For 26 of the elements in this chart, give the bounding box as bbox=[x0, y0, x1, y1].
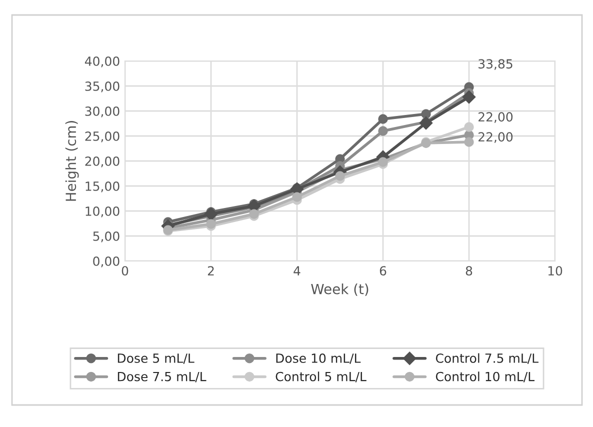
legend-label: Control 7.5 mL/L bbox=[436, 353, 538, 364]
legend-label: Control 5 mL/L bbox=[276, 372, 366, 382]
y-tick-label: 5,00 bbox=[93, 231, 120, 242]
y-tick-label: 40,00 bbox=[84, 56, 120, 68]
legend-label: Dose 7.5 mL/L bbox=[118, 372, 206, 382]
x-tick-label: 10 bbox=[548, 266, 562, 276]
x-tick-label: 4 bbox=[294, 266, 300, 276]
y-tick-label: 0,00 bbox=[93, 256, 120, 268]
y-tick-label: 20,00 bbox=[85, 156, 120, 168]
annotation: 22,00 bbox=[478, 132, 513, 143]
y-axis-title: Height (cm) bbox=[65, 121, 79, 201]
x-tick-label: 2 bbox=[208, 266, 214, 276]
y-tick-label: 10,00 bbox=[86, 206, 120, 218]
legend-label: Control 10 mL/L bbox=[436, 372, 534, 382]
annotation: 22,00 bbox=[478, 112, 513, 123]
y-tick-label: 25,00 bbox=[85, 131, 120, 142]
x-axis-title: Week (t) bbox=[311, 284, 368, 296]
y-tick-label: 15,00 bbox=[86, 181, 120, 192]
legend-label: Dose 10 mL/L bbox=[276, 353, 361, 364]
x-tick-label: 0 bbox=[122, 266, 128, 276]
annotation: 33,85 bbox=[478, 59, 512, 70]
legend-label: Dose 5 mL/L bbox=[118, 354, 194, 364]
x-tick-label: 6 bbox=[380, 266, 386, 276]
x-tick-label: 8 bbox=[466, 266, 472, 276]
y-tick-label: 35,00 bbox=[85, 81, 120, 92]
y-tick-label: 30,00 bbox=[85, 106, 120, 118]
